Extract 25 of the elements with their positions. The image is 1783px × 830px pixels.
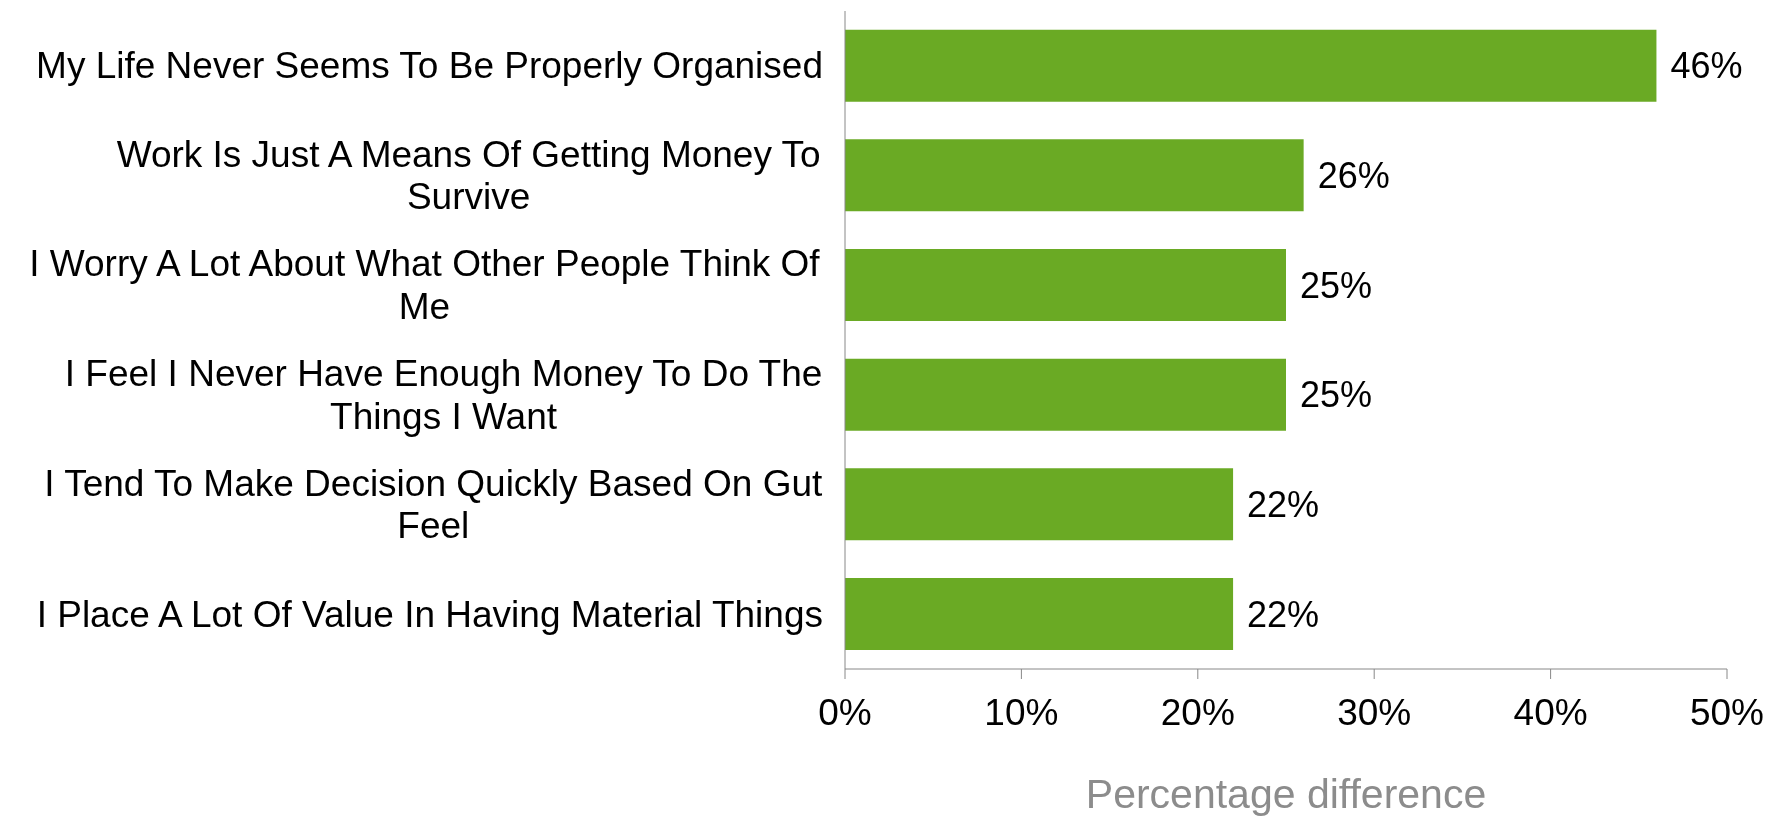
data-label: 26%: [1317, 155, 1390, 197]
bar: [845, 468, 1234, 541]
y-tick-label: My Life Never Seems To Be Properly Organised: [36, 45, 823, 87]
y-tick-label: I Place A Lot Of Value In Having Material Things: [36, 593, 823, 635]
data-label: 46%: [1670, 45, 1743, 87]
x-tick-label: 10%: [984, 692, 1059, 734]
x-tick-label: 40%: [1513, 692, 1588, 734]
bar: [845, 29, 1657, 102]
bar: [845, 358, 1286, 431]
x-tick-label: 20%: [1160, 692, 1235, 734]
x-tick-label: 30%: [1337, 692, 1412, 734]
y-tick-label: I Feel I Never Have Enough Money To Do The Things I Want: [64, 353, 823, 437]
x-axis-title: Percentage difference: [1085, 771, 1487, 817]
x-tick-label: 50%: [1689, 692, 1765, 734]
y-tick-label: I Tend To Make Decision Quickly Based On Gut Feel: [44, 462, 824, 547]
y-tick-label: Work Is Just A Means Of Getting Money To Survive: [116, 133, 821, 218]
bar: [845, 248, 1286, 321]
data-label: 22%: [1247, 484, 1320, 526]
x-tick-label: 0%: [818, 692, 872, 734]
bar: [845, 577, 1234, 650]
y-tick-label: I Worry A Lot About What Other People Think Of Me: [29, 243, 821, 327]
data-label: 25%: [1300, 374, 1373, 416]
data-label: 22%: [1247, 593, 1320, 635]
bar: [845, 139, 1304, 212]
data-label: 25%: [1300, 264, 1373, 306]
